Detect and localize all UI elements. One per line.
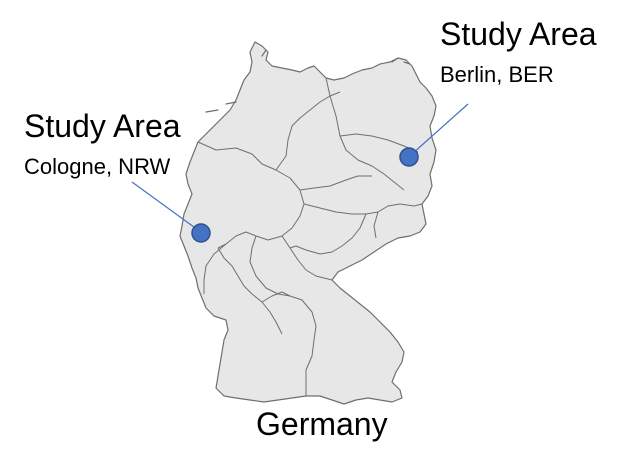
north-sea-islands xyxy=(205,49,411,113)
country-label: Germany xyxy=(256,406,388,442)
study-area-subtitle-berlin: Berlin, BER xyxy=(440,62,554,87)
study-area-title-berlin: Study Area xyxy=(440,16,597,52)
state-borders xyxy=(197,77,423,396)
leader-line-berlin xyxy=(411,103,469,155)
germany-outline xyxy=(179,41,437,405)
marker-cologne[interactable] xyxy=(191,223,211,243)
study-area-title-cologne: Study Area xyxy=(24,108,181,144)
leader-line-cologne xyxy=(131,181,199,231)
marker-berlin[interactable] xyxy=(399,147,419,167)
study-area-subtitle-cologne: Cologne, NRW xyxy=(24,154,171,179)
